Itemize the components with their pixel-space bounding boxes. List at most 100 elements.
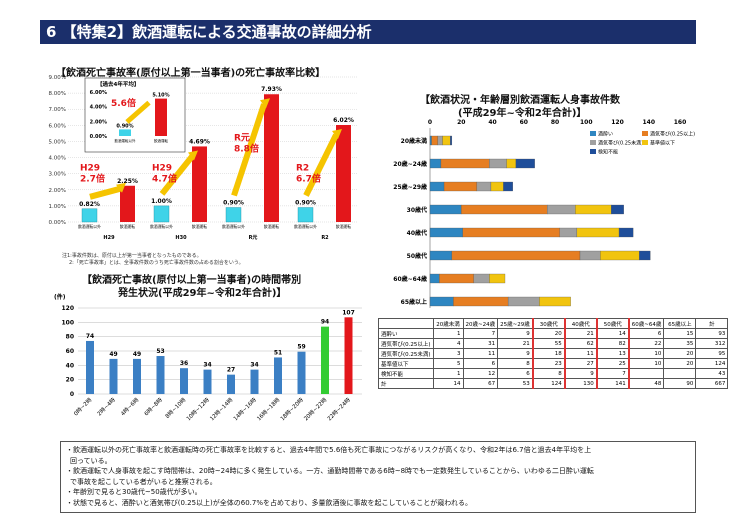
table-row: 酒気帯び(0.25以上) 4 31 21 55 62 82 22 35 312 (378, 338, 729, 349)
inset-data-label: 5.10% (152, 93, 169, 99)
bar (86, 340, 94, 394)
table-cell: 25 (595, 358, 630, 369)
category-label: 飲酒運転以外 (78, 224, 101, 229)
stacked-bar-segment (462, 227, 560, 238)
inset-data-label: 0.90% (116, 123, 133, 129)
stacked-bar-segment (507, 296, 540, 307)
table-cell: 5 (432, 358, 464, 369)
x-tick-label: 160 (674, 119, 687, 126)
stacked-bar-segment (461, 204, 548, 215)
table-cell: 312 (695, 338, 729, 349)
table-cell: 11 (563, 348, 598, 359)
y-tick-label: 3.00% (49, 172, 66, 178)
stacked-bar-segment (429, 204, 462, 215)
bar-non-drunk (81, 208, 98, 223)
ratio-label: 4.7倍 (152, 172, 177, 184)
table-cell (628, 368, 665, 379)
bar (321, 326, 329, 394)
row-label: 30歳代 (407, 206, 427, 214)
ratio-arrowhead (260, 98, 270, 109)
age-group-chart: 0 20 40 60 80 100 120 140 160 20歳未満 20歳~24歳 25歳~29歳… (393, 119, 695, 308)
table-cell: 9 (497, 348, 534, 359)
table-cell: 43 (695, 368, 729, 379)
inset-y-tick: 0.00% (90, 134, 107, 140)
stacked-bar-segment (579, 250, 601, 261)
bar (250, 369, 259, 394)
stacked-bar-segment (611, 204, 624, 215)
y-tick-label: 5.00% (49, 139, 66, 145)
stacked-bar-segment (618, 227, 634, 238)
note-2: 2:「死亡事故率」とは、全事故件数のうち死亡事故件数の占める割合をいう。 (69, 260, 244, 266)
y-tick-label: 2.00% (49, 188, 66, 194)
data-label: 7.93% (261, 86, 282, 93)
category-label: 飲酒運転 (264, 224, 279, 229)
table-cell: 7 (462, 328, 499, 339)
stacked-bar-segment (439, 273, 474, 284)
y-unit-label: (件) (54, 293, 66, 301)
table-cell: 6 (497, 368, 534, 379)
table-cell: 酒酔い (378, 328, 434, 339)
table-cell: 1 (432, 328, 464, 339)
table-cell: 141 (595, 378, 630, 389)
ratio-label: H29 (80, 163, 100, 173)
summary-line: ・飲酒運転以外の死亡事故率と飲酒運転時の死亡事故率を比較すると、過去4年間で5.… (66, 446, 592, 454)
bar (180, 368, 188, 394)
x-tick-label: 40 (488, 119, 496, 126)
stacked-bar-segment (431, 135, 438, 146)
table-cell: 1 (432, 368, 464, 379)
y-tick-label: 6.00% (49, 123, 66, 129)
table-row: 酒気帯び(0.25未満) 3 11 9 18 11 13 10 20 95 (378, 348, 729, 359)
table-cell: 18 (531, 348, 566, 359)
table-cell: 53 (497, 378, 534, 389)
data-label: 0.90% (295, 200, 316, 207)
data-label: 94 (321, 319, 329, 326)
table-cell: 10 (628, 348, 665, 359)
time-of-day-chart: (件) 120 100 80 60 40 20 0 74 0時~2時 49 2時~4時 49 4時~6時 5… (54, 293, 362, 422)
bar-non-drunk (297, 207, 314, 223)
table-cell: 14 (432, 378, 464, 389)
page-header: 6 【特集2】飲酒運転による交通事故の詳細分析 (40, 20, 696, 44)
stacked-bar-segment (429, 250, 453, 261)
table-cell: 9 (497, 328, 534, 339)
table-header-cell: 40歳代 (563, 318, 598, 329)
stacked-bar-segment (639, 250, 651, 261)
bar (109, 358, 118, 394)
table-cell: 検知不能 (378, 368, 434, 379)
table-header-cell: 50歳代 (595, 318, 630, 329)
y-tick-label: 1.00% (49, 204, 66, 210)
summary-line: で事故を起こしている者がいると推察される。 (70, 477, 217, 486)
x-tick-label: 0 (428, 119, 432, 126)
legend-swatch (642, 140, 648, 145)
bar (297, 351, 306, 394)
table-cell: 27 (563, 358, 598, 369)
x-tick-label: 80 (551, 119, 559, 126)
panel1-title: 【飲酒死亡事故率(原付以上第一当事者)の死亡事故率比較】 (56, 68, 326, 79)
ratio-arrow (89, 185, 121, 200)
panel2-title-1: 【飲酒死亡事故(原付以上第一当事者)の時間帯別 (82, 275, 302, 286)
legend-label: 酒酔い (598, 131, 613, 138)
table-cell: 62 (563, 338, 598, 349)
x-tick-label: 20 (457, 119, 465, 126)
bar (133, 358, 141, 394)
ratio-label: H29 (152, 163, 172, 173)
x-tick-label: 12時~14時 (208, 395, 235, 422)
category-label: 飲酒運転以外 (222, 224, 245, 229)
category-label: 飲酒運転以外 (294, 224, 317, 229)
stacked-bar-segment (443, 181, 478, 192)
table-cell: 計 (378, 378, 434, 389)
row-label: 25歳~29歳 (393, 183, 427, 191)
stacked-bar-segment (503, 181, 513, 192)
table-cell: 23 (531, 358, 566, 369)
stacked-bar-segment (473, 273, 490, 284)
y-tick-label: 7.00% (49, 107, 66, 113)
bar (203, 369, 212, 394)
y-tick-label: 4.00% (49, 156, 66, 162)
ratio-arrowhead (188, 150, 198, 161)
table-header-cell: 30歳代 (531, 318, 566, 329)
ratio-arrow (231, 103, 267, 197)
bar-drunk (336, 125, 351, 222)
table-cell: 90 (663, 378, 697, 389)
bar-drunk (264, 94, 279, 222)
x-tick-label: 0時~2時 (72, 395, 94, 417)
inset-title: 【過去4年平均】 (97, 80, 139, 88)
